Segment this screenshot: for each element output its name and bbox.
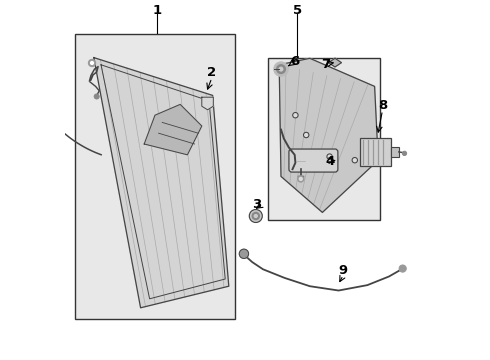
Circle shape xyxy=(351,157,358,163)
Circle shape xyxy=(294,114,297,117)
Text: 6: 6 xyxy=(290,55,299,68)
Circle shape xyxy=(297,176,304,182)
Circle shape xyxy=(328,155,331,158)
Circle shape xyxy=(353,159,356,162)
Circle shape xyxy=(274,62,288,76)
Circle shape xyxy=(254,215,257,217)
Circle shape xyxy=(326,153,333,160)
Circle shape xyxy=(399,265,406,272)
Circle shape xyxy=(299,177,302,180)
Circle shape xyxy=(91,62,94,64)
Circle shape xyxy=(249,210,262,222)
Polygon shape xyxy=(94,58,229,308)
Polygon shape xyxy=(202,97,213,110)
Bar xyxy=(269,58,380,220)
Circle shape xyxy=(239,249,248,258)
Text: 3: 3 xyxy=(252,198,262,211)
Bar xyxy=(360,138,391,166)
Circle shape xyxy=(88,59,96,67)
Circle shape xyxy=(303,132,310,138)
Circle shape xyxy=(94,94,99,99)
Text: 8: 8 xyxy=(378,99,387,112)
Text: 1: 1 xyxy=(152,4,161,17)
Polygon shape xyxy=(144,104,202,155)
Text: 9: 9 xyxy=(339,264,348,277)
Bar xyxy=(391,147,399,157)
Polygon shape xyxy=(279,58,378,212)
Circle shape xyxy=(292,112,298,118)
FancyBboxPatch shape xyxy=(289,149,338,172)
Circle shape xyxy=(402,151,407,156)
Polygon shape xyxy=(328,58,342,67)
Circle shape xyxy=(252,212,259,220)
Circle shape xyxy=(277,65,285,73)
Bar xyxy=(75,34,235,319)
Circle shape xyxy=(279,67,283,71)
Text: 5: 5 xyxy=(293,4,302,17)
Text: 4: 4 xyxy=(325,155,334,168)
Text: 7: 7 xyxy=(321,58,330,71)
Circle shape xyxy=(305,134,308,136)
Text: 2: 2 xyxy=(207,66,217,78)
